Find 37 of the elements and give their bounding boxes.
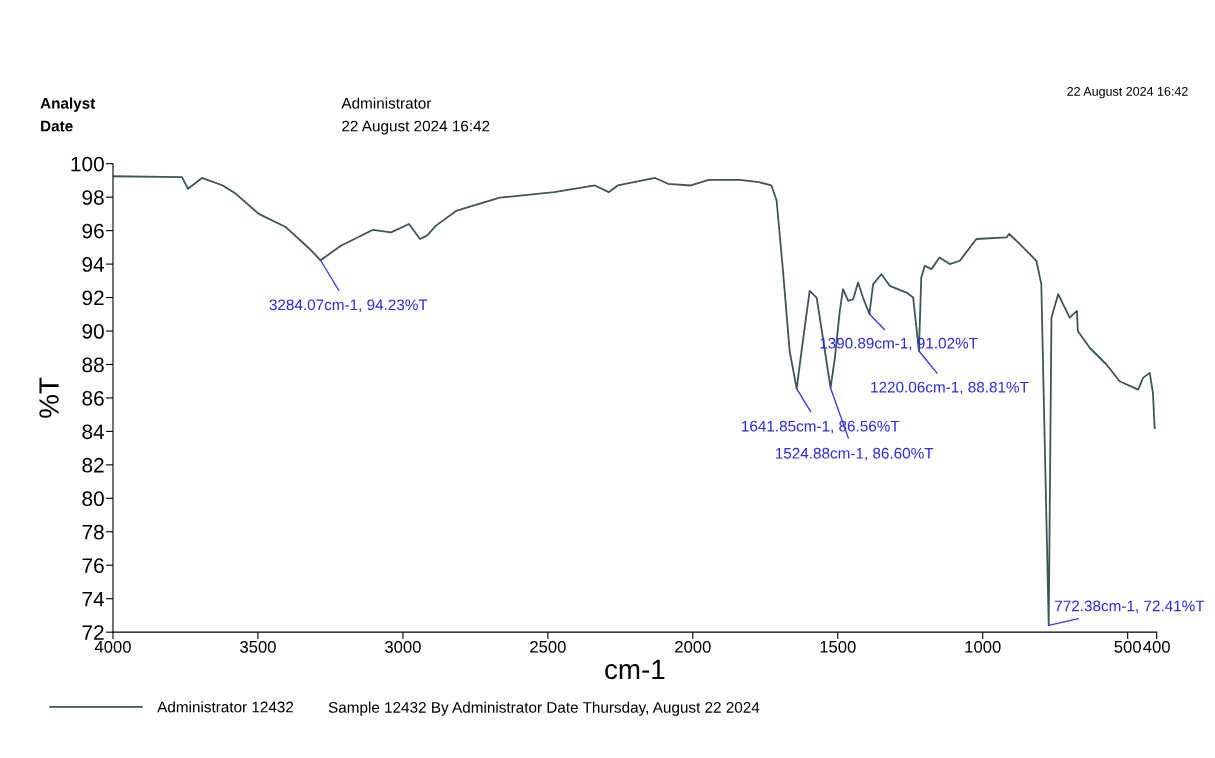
x-tick-label: 400 <box>1143 640 1170 653</box>
text: 22 August 2024 16:42 <box>1067 86 1188 99</box>
y-tick-label: 88 <box>82 357 104 373</box>
annotation: 3284.07cm-1, 94.23%T <box>269 299 428 312</box>
y-tick-label: 86 <box>82 390 104 406</box>
x-tick-label: 3500 <box>240 640 276 653</box>
x-tick-label: 500 <box>1114 640 1141 653</box>
annotation: 1220.06cm-1, 88.81%T <box>871 381 1029 395</box>
y-tick-label: 84 <box>82 424 105 440</box>
text: Date <box>41 120 73 132</box>
text: 22 August 2024 16:42 <box>342 120 490 135</box>
y-tick-label: 96 <box>82 223 104 239</box>
y-tick-label: 100 <box>71 156 104 172</box>
y-tick-label: 76 <box>82 558 104 574</box>
y-axis-title: %T <box>39 377 59 418</box>
x-tick-label: 4000 <box>94 640 131 653</box>
x-tick-label: 2000 <box>675 640 711 653</box>
text: Administrator 12432 <box>157 701 294 713</box>
x-axis-title: cm-1 <box>605 659 665 680</box>
annotation: 772.38cm-1, 72.41%T <box>1055 600 1205 614</box>
y-tick-label: 82 <box>82 457 104 473</box>
x-tick-label: 1000 <box>965 640 1001 653</box>
y-tick-label: 94 <box>82 257 105 272</box>
text: Sample 12432 By Administrator Date Thursday, August 22 2024 <box>328 701 760 716</box>
y-tick-label: 80 <box>82 491 104 507</box>
annotation: 1524.88cm-1, 86.60%T <box>775 447 934 461</box>
y-tick-label: 90 <box>82 324 104 339</box>
y-tick-label: 72 <box>82 625 104 640</box>
y-tick-label: 98 <box>82 190 104 205</box>
x-tick-label: 2500 <box>530 640 566 653</box>
text: Administrator <box>341 97 432 109</box>
text: Analyst <box>40 97 96 112</box>
y-tick-label: 92 <box>82 290 104 306</box>
x-tick-label: 1500 <box>820 640 856 653</box>
x-tick-label: 3000 <box>385 640 421 653</box>
y-tick-label: 74 <box>82 591 105 607</box>
y-tick-label: 78 <box>82 524 104 540</box>
